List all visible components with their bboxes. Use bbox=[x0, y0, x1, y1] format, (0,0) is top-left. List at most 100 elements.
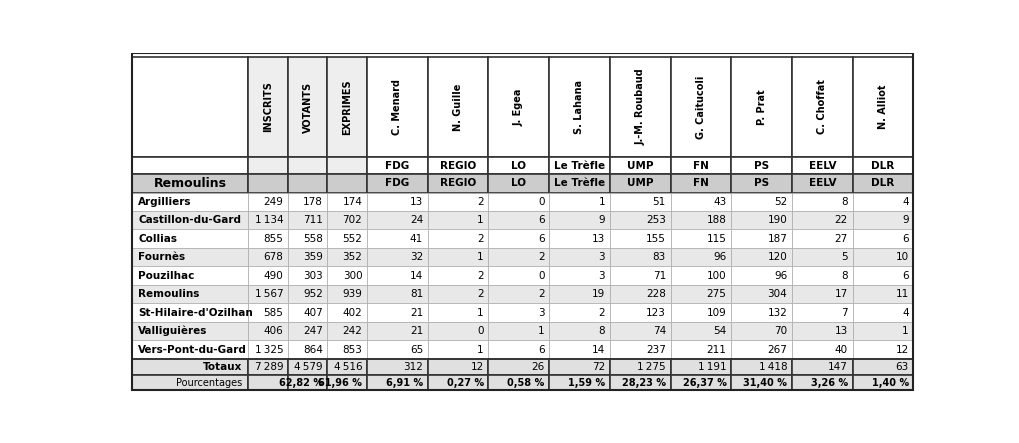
Text: 855: 855 bbox=[263, 234, 283, 244]
Text: 304: 304 bbox=[766, 289, 787, 299]
Text: 31,40 %: 31,40 % bbox=[743, 378, 787, 388]
Text: 1: 1 bbox=[477, 215, 483, 225]
Text: P. Prat: P. Prat bbox=[756, 89, 766, 125]
Bar bbox=[609, 248, 669, 266]
Text: 228: 228 bbox=[645, 289, 665, 299]
Text: 678: 678 bbox=[263, 252, 283, 262]
Bar bbox=[609, 285, 669, 303]
Bar bbox=[427, 157, 488, 174]
Bar bbox=[852, 193, 912, 211]
Text: 7: 7 bbox=[841, 307, 847, 318]
Bar bbox=[132, 303, 249, 322]
Bar bbox=[132, 229, 249, 248]
Text: 21: 21 bbox=[410, 307, 423, 318]
Text: LO: LO bbox=[511, 178, 526, 188]
Text: 22: 22 bbox=[834, 215, 847, 225]
Bar bbox=[427, 229, 488, 248]
Bar bbox=[287, 303, 327, 322]
Text: 253: 253 bbox=[645, 215, 665, 225]
Bar bbox=[367, 340, 427, 359]
Text: J. Egea: J. Egea bbox=[514, 88, 523, 126]
Text: 402: 402 bbox=[342, 307, 362, 318]
Bar bbox=[287, 211, 327, 229]
Text: 300: 300 bbox=[342, 271, 362, 281]
Text: 61,96 %: 61,96 % bbox=[318, 378, 362, 388]
Text: 174: 174 bbox=[342, 197, 362, 207]
Bar bbox=[852, 229, 912, 248]
Bar bbox=[609, 193, 669, 211]
Bar bbox=[287, 359, 327, 375]
Bar bbox=[132, 174, 249, 193]
Bar bbox=[548, 359, 609, 375]
Text: 51: 51 bbox=[652, 197, 665, 207]
Text: C. Choffat: C. Choffat bbox=[816, 80, 826, 135]
Bar bbox=[367, 174, 427, 193]
Text: 359: 359 bbox=[303, 252, 322, 262]
Text: 72: 72 bbox=[591, 362, 604, 372]
Text: Castillon-du-Gard: Castillon-du-Gard bbox=[139, 215, 242, 225]
Bar bbox=[427, 57, 488, 157]
Bar bbox=[548, 157, 609, 174]
Text: 267: 267 bbox=[766, 345, 787, 354]
Bar bbox=[791, 157, 852, 174]
Bar bbox=[287, 248, 327, 266]
Text: 83: 83 bbox=[652, 252, 665, 262]
Bar bbox=[249, 340, 287, 359]
Text: 1,59 %: 1,59 % bbox=[568, 378, 604, 388]
Bar bbox=[327, 57, 367, 157]
Bar bbox=[327, 157, 367, 174]
Bar bbox=[609, 303, 669, 322]
Text: 407: 407 bbox=[303, 307, 322, 318]
Bar bbox=[669, 303, 731, 322]
Text: 0: 0 bbox=[537, 271, 544, 281]
Bar bbox=[731, 193, 791, 211]
Bar bbox=[791, 285, 852, 303]
Bar bbox=[249, 322, 287, 340]
Bar bbox=[367, 248, 427, 266]
Bar bbox=[669, 193, 731, 211]
Bar bbox=[249, 57, 287, 157]
Text: 1: 1 bbox=[477, 345, 483, 354]
Bar bbox=[669, 157, 731, 174]
Text: 41: 41 bbox=[410, 234, 423, 244]
Bar bbox=[669, 211, 731, 229]
Bar bbox=[367, 303, 427, 322]
Bar bbox=[548, 303, 609, 322]
Bar bbox=[327, 340, 367, 359]
Text: 27: 27 bbox=[834, 234, 847, 244]
Text: 9: 9 bbox=[901, 215, 908, 225]
Bar bbox=[609, 157, 669, 174]
Bar bbox=[249, 174, 287, 193]
Text: 13: 13 bbox=[410, 197, 423, 207]
Text: Valliguières: Valliguières bbox=[139, 326, 208, 336]
Bar bbox=[852, 174, 912, 193]
Bar bbox=[367, 157, 427, 174]
Bar bbox=[427, 359, 488, 375]
Text: 188: 188 bbox=[706, 215, 726, 225]
Bar bbox=[249, 285, 287, 303]
Text: 1 275: 1 275 bbox=[637, 362, 665, 372]
Text: 0: 0 bbox=[477, 326, 483, 336]
Bar bbox=[327, 375, 367, 390]
Text: 54: 54 bbox=[712, 326, 726, 336]
Text: J.-M. Roubaud: J.-M. Roubaud bbox=[635, 69, 645, 145]
Text: 81: 81 bbox=[410, 289, 423, 299]
Text: 28,23 %: 28,23 % bbox=[622, 378, 665, 388]
Bar bbox=[609, 174, 669, 193]
Bar bbox=[287, 375, 327, 390]
Bar bbox=[731, 375, 791, 390]
Bar bbox=[731, 303, 791, 322]
Bar bbox=[548, 174, 609, 193]
Bar bbox=[488, 174, 548, 193]
Text: 100: 100 bbox=[706, 271, 726, 281]
Bar bbox=[731, 285, 791, 303]
Bar bbox=[488, 303, 548, 322]
Text: 4 516: 4 516 bbox=[333, 362, 362, 372]
Text: DLR: DLR bbox=[870, 178, 894, 188]
Bar bbox=[669, 322, 731, 340]
Text: 2: 2 bbox=[477, 197, 483, 207]
Text: EXPRIMES: EXPRIMES bbox=[342, 79, 352, 135]
Text: C. Menard: C. Menard bbox=[392, 79, 401, 135]
Bar bbox=[367, 57, 427, 157]
Text: 6: 6 bbox=[537, 234, 544, 244]
